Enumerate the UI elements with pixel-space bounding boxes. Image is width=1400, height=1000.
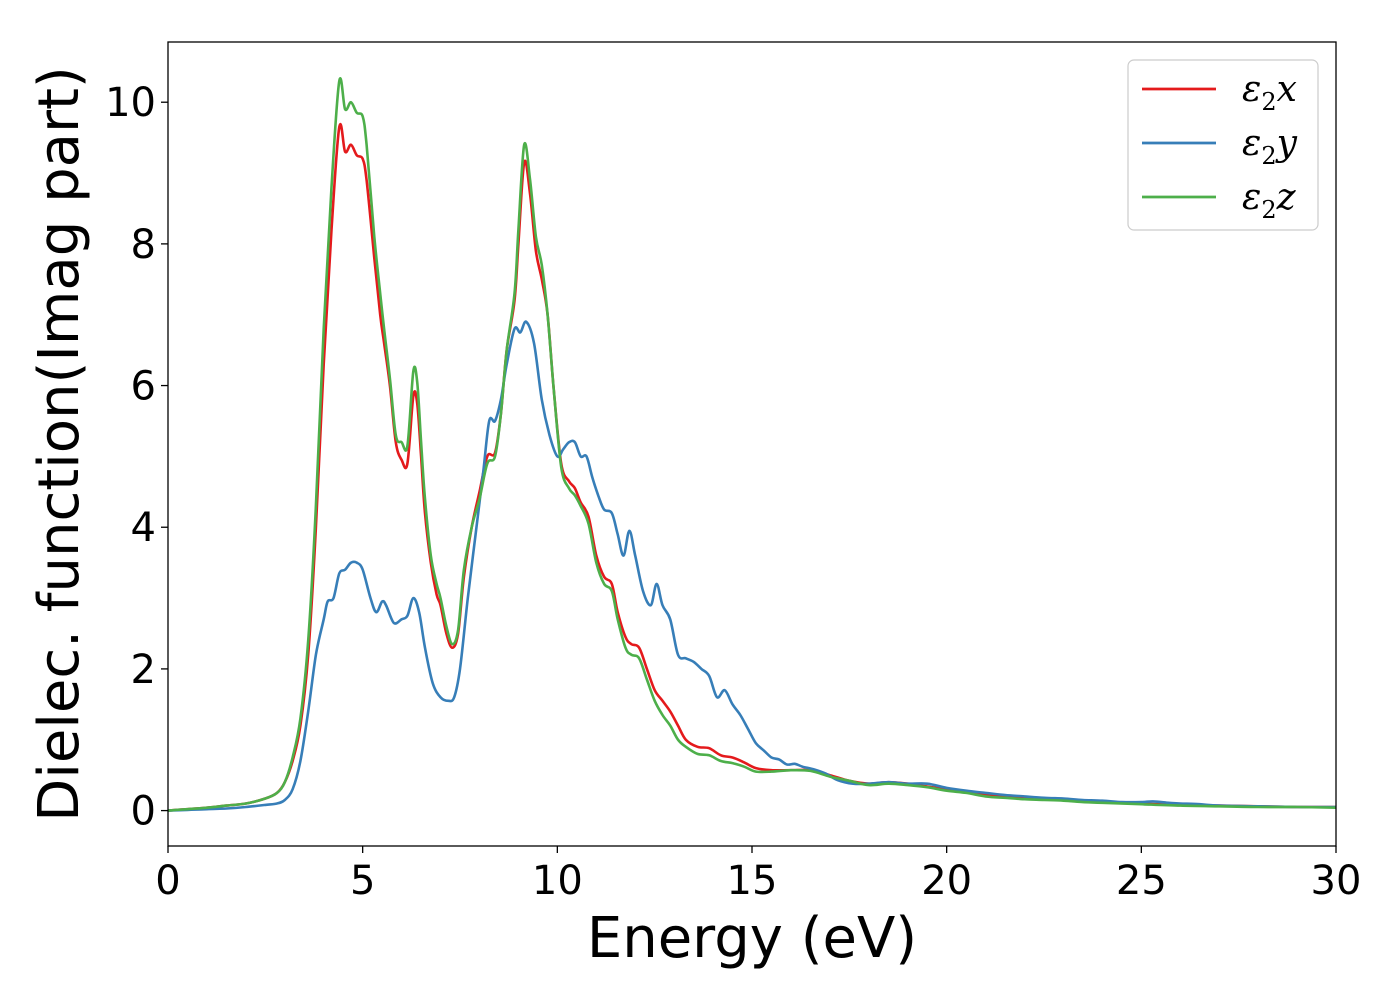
y-axis-title: Dielec. function(Imag part)	[27, 66, 92, 822]
x-tick-label: 0	[155, 858, 180, 904]
legend: ε2x ε2y ε2z	[1127, 59, 1319, 231]
x-tick-label: 30	[1311, 858, 1362, 904]
x-tick-label: 20	[921, 858, 972, 904]
series-line-z	[168, 77, 1336, 812]
y-tick-label: 8	[131, 222, 156, 268]
y-tick-label: 4	[131, 505, 156, 551]
y-tick-label: 2	[131, 647, 156, 693]
y-axis-ticks: 0 2 4 6 8 10	[105, 80, 168, 835]
y-tick-label: 10	[105, 80, 156, 126]
y-tick-label: 6	[131, 364, 156, 410]
x-tick-label: 25	[1116, 858, 1167, 904]
legend-label-y: ε2y	[1242, 123, 1298, 170]
series-layer	[168, 77, 1336, 812]
legend-box	[1127, 59, 1319, 231]
legend-label-x: ε2x	[1242, 69, 1297, 116]
x-axis-title: Energy (eV)	[587, 906, 917, 971]
x-axis-ticks: 0 5 10 15 20 25 30	[155, 846, 1361, 904]
series-line-y	[168, 320, 1336, 812]
x-tick-label: 10	[532, 858, 583, 904]
x-tick-label: 15	[727, 858, 778, 904]
x-tick-label: 5	[350, 858, 375, 904]
legend-label-z: ε2z	[1242, 177, 1297, 224]
y-tick-label: 0	[131, 789, 156, 835]
plot-frame	[167, 41, 1337, 847]
